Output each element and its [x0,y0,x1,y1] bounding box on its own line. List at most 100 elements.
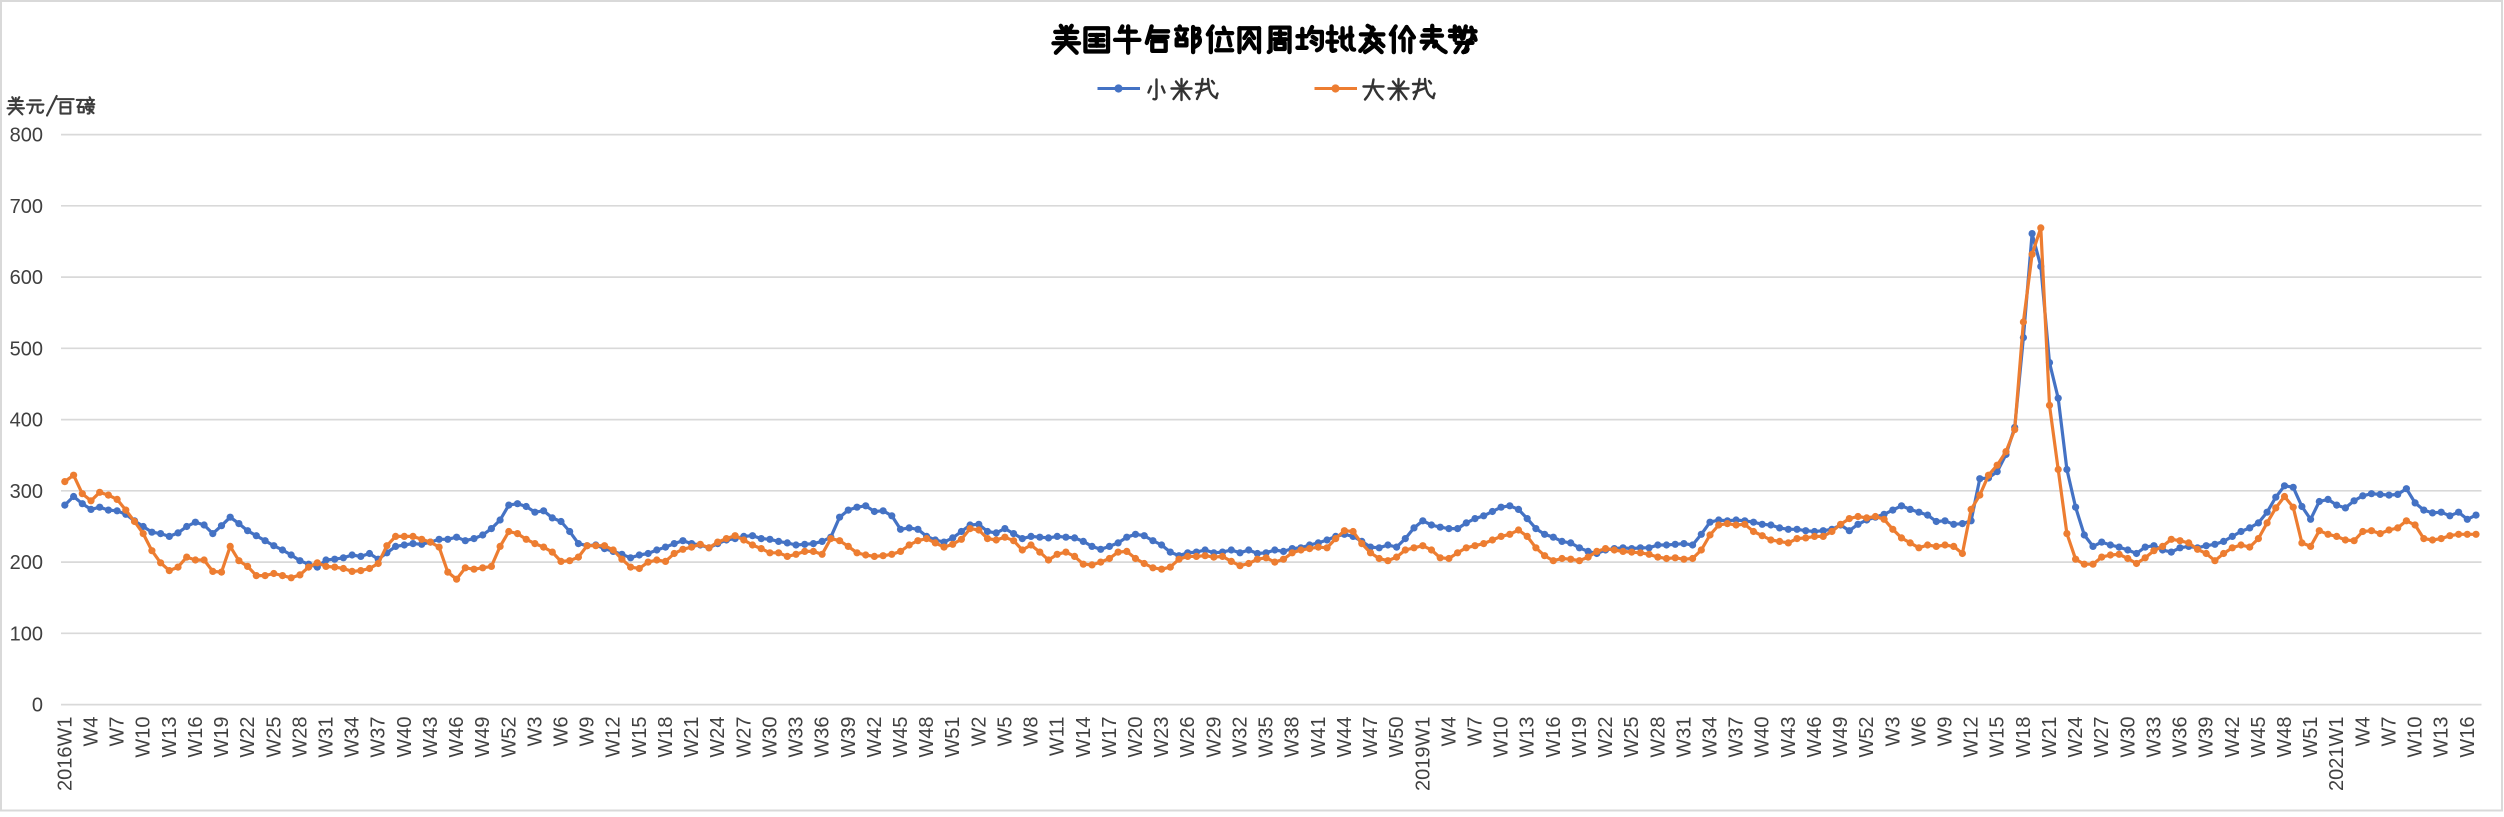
svg-text:2016W1: 2016W1 [54,717,76,792]
svg-text:W15: W15 [1987,717,2009,758]
svg-text:W45: W45 [890,717,912,758]
svg-text:W36: W36 [2170,717,2192,758]
svg-text:W15: W15 [629,717,651,758]
svg-text:500: 500 [10,338,43,360]
svg-text:0: 0 [32,695,43,717]
svg-text:W12: W12 [603,717,625,758]
svg-text:W52: W52 [1856,717,1878,758]
svg-text:W3: W3 [524,717,546,747]
svg-text:W42: W42 [2222,717,2244,758]
svg-text:W42: W42 [864,717,886,758]
svg-text:W16: W16 [2457,717,2479,758]
svg-text:W24: W24 [2065,717,2087,758]
svg-text:W39: W39 [2196,717,2218,758]
svg-text:W19: W19 [1569,717,1591,758]
svg-text:W7: W7 [2379,717,2401,747]
svg-text:W30: W30 [759,717,781,758]
svg-text:W16: W16 [1543,717,1565,758]
svg-text:W25: W25 [263,717,285,758]
svg-text:W38: W38 [1282,717,1304,758]
svg-text:W48: W48 [2274,717,2296,758]
svg-text:W2: W2 [968,717,990,747]
svg-text:W49: W49 [472,717,494,758]
svg-text:W6: W6 [1908,717,1930,747]
svg-text:W21: W21 [2039,717,2061,758]
svg-text:W7: W7 [1465,717,1487,747]
svg-text:W13: W13 [159,717,181,758]
svg-text:W23: W23 [1151,717,1173,758]
svg-text:W21: W21 [681,717,703,758]
svg-text:W46: W46 [1804,717,1826,758]
svg-text:W11: W11 [1047,717,1069,757]
svg-text:W49: W49 [1830,717,1852,758]
svg-text:400: 400 [10,410,43,432]
svg-text:W4: W4 [2352,717,2374,747]
svg-text:W40: W40 [1752,717,1774,758]
svg-text:W36: W36 [812,717,834,758]
svg-text:W10: W10 [133,717,155,758]
svg-text:600: 600 [10,267,43,289]
svg-text:W22: W22 [237,717,259,758]
svg-text:W31: W31 [316,717,338,758]
svg-text:W51: W51 [2300,717,2322,758]
svg-text:W6: W6 [551,717,573,747]
svg-text:W31: W31 [1673,717,1695,758]
svg-text:W35: W35 [1256,717,1278,758]
svg-text:W27: W27 [2091,717,2113,758]
svg-text:W19: W19 [211,717,233,758]
svg-text:W7: W7 [107,717,129,747]
svg-text:W27: W27 [733,717,755,758]
svg-text:W17: W17 [1099,717,1121,758]
svg-text:W43: W43 [1778,717,1800,758]
svg-text:W33: W33 [2143,717,2165,758]
svg-text:W14: W14 [1073,717,1095,758]
svg-text:W32: W32 [1230,717,1252,758]
svg-text:W16: W16 [185,717,207,758]
svg-text:W20: W20 [1125,717,1147,758]
svg-text:W5: W5 [994,717,1016,747]
svg-text:W18: W18 [655,717,677,758]
svg-text:W40: W40 [394,717,416,758]
svg-text:W39: W39 [838,717,860,758]
svg-text:W50: W50 [1386,717,1408,758]
svg-text:W48: W48 [916,717,938,758]
svg-text:W34: W34 [1700,717,1722,758]
svg-text:W46: W46 [446,717,468,758]
svg-text:2019W1: 2019W1 [1412,717,1434,792]
svg-text:800: 800 [10,125,43,147]
svg-text:W43: W43 [420,717,442,758]
svg-text:W18: W18 [2013,717,2035,758]
svg-text:W47: W47 [1360,717,1382,758]
svg-text:300: 300 [10,481,43,503]
svg-text:W12: W12 [1961,717,1983,758]
svg-text:W28: W28 [289,717,311,758]
svg-text:W24: W24 [707,717,729,758]
svg-text:W41: W41 [1308,717,1330,758]
svg-text:W4: W4 [1438,717,1460,747]
svg-text:W33: W33 [786,717,808,758]
svg-text:W10: W10 [2405,717,2427,758]
svg-text:W37: W37 [368,717,390,758]
svg-text:W9: W9 [1935,717,1957,747]
svg-text:W8: W8 [1021,717,1043,747]
svg-text:700: 700 [10,196,43,218]
svg-text:W44: W44 [1334,717,1356,758]
svg-text:2021W1: 2021W1 [2326,717,2348,792]
svg-text:W10: W10 [1491,717,1513,758]
svg-text:W28: W28 [1647,717,1669,758]
svg-text:W3: W3 [1882,717,1904,747]
svg-text:W22: W22 [1595,717,1617,758]
svg-text:W45: W45 [2248,717,2270,758]
svg-text:W13: W13 [1517,717,1539,758]
svg-text:W29: W29 [1203,717,1225,758]
svg-text:W37: W37 [1726,717,1748,758]
svg-text:W4: W4 [81,717,103,747]
svg-text:W13: W13 [2431,717,2453,758]
svg-text:W26: W26 [1177,717,1199,758]
svg-text:W51: W51 [942,717,964,758]
svg-text:W25: W25 [1621,717,1643,758]
svg-text:W9: W9 [577,717,599,747]
svg-text:W52: W52 [498,717,520,758]
svg-text:W34: W34 [342,717,364,758]
svg-text:200: 200 [10,552,43,574]
